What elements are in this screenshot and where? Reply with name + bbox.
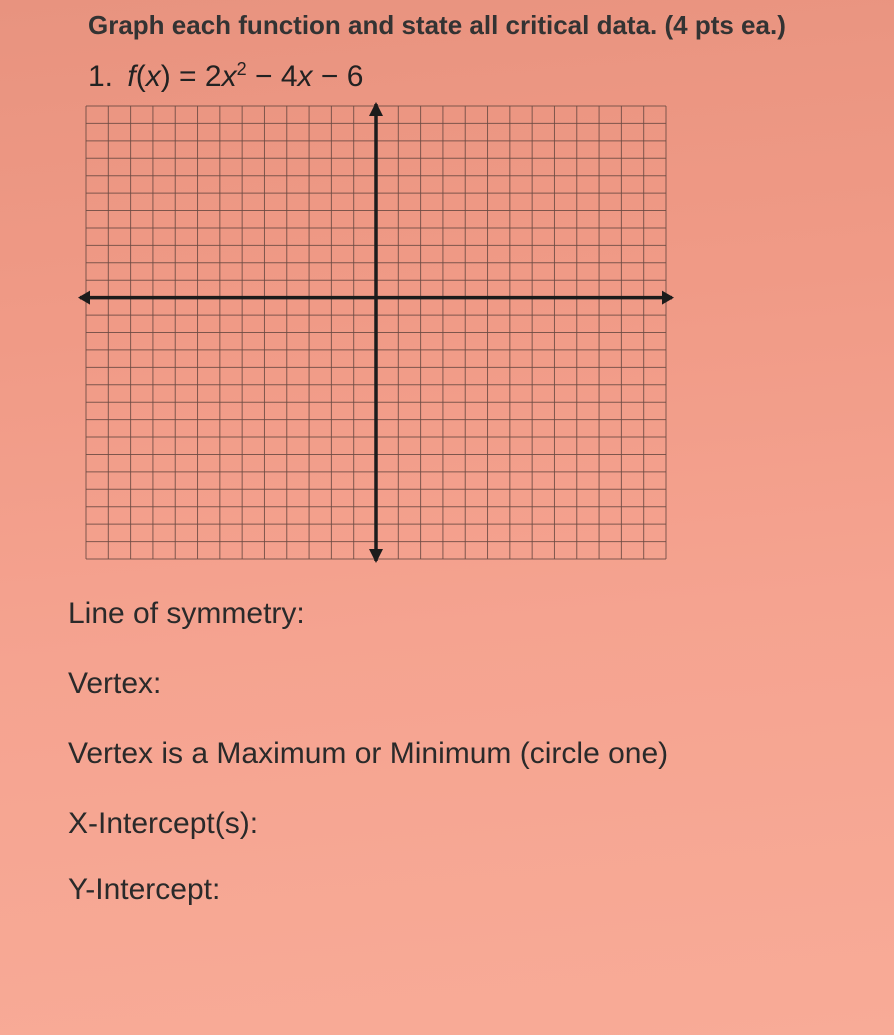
- coef-a: 2: [205, 60, 222, 93]
- var-linear: x: [298, 60, 313, 93]
- minus-2: −: [313, 60, 347, 93]
- field-x-intercepts: X-Intercept(s):: [68, 807, 864, 841]
- worksheet-instructions: Graph each function and state all critic…: [88, 10, 864, 41]
- field-y-intercept: Y-Intercept:: [68, 873, 864, 907]
- field-vertex-type: Vertex is a Maximum or Minimum (circle o…: [68, 737, 864, 771]
- exponent-2: 2: [237, 59, 247, 79]
- field-vertex: Vertex:: [68, 667, 864, 701]
- field-line-of-symmetry: Line of symmetry:: [68, 597, 864, 631]
- function-f: f: [127, 60, 135, 93]
- var-squared: x: [222, 60, 237, 93]
- minus-1: −: [247, 60, 281, 93]
- answer-fields: Line of symmetry: Vertex: Vertex is a Ma…: [68, 597, 864, 907]
- equals-sign: =: [171, 60, 205, 93]
- function-var: x: [146, 60, 161, 93]
- coordinate-grid: [76, 100, 676, 565]
- coef-b: 4: [281, 60, 298, 93]
- constant-term: 6: [347, 60, 364, 93]
- problem-number: 1.: [88, 60, 113, 93]
- problem-statement: 1. f(x) = 2x2 − 4x − 6: [88, 59, 864, 94]
- grid-svg: [76, 100, 676, 565]
